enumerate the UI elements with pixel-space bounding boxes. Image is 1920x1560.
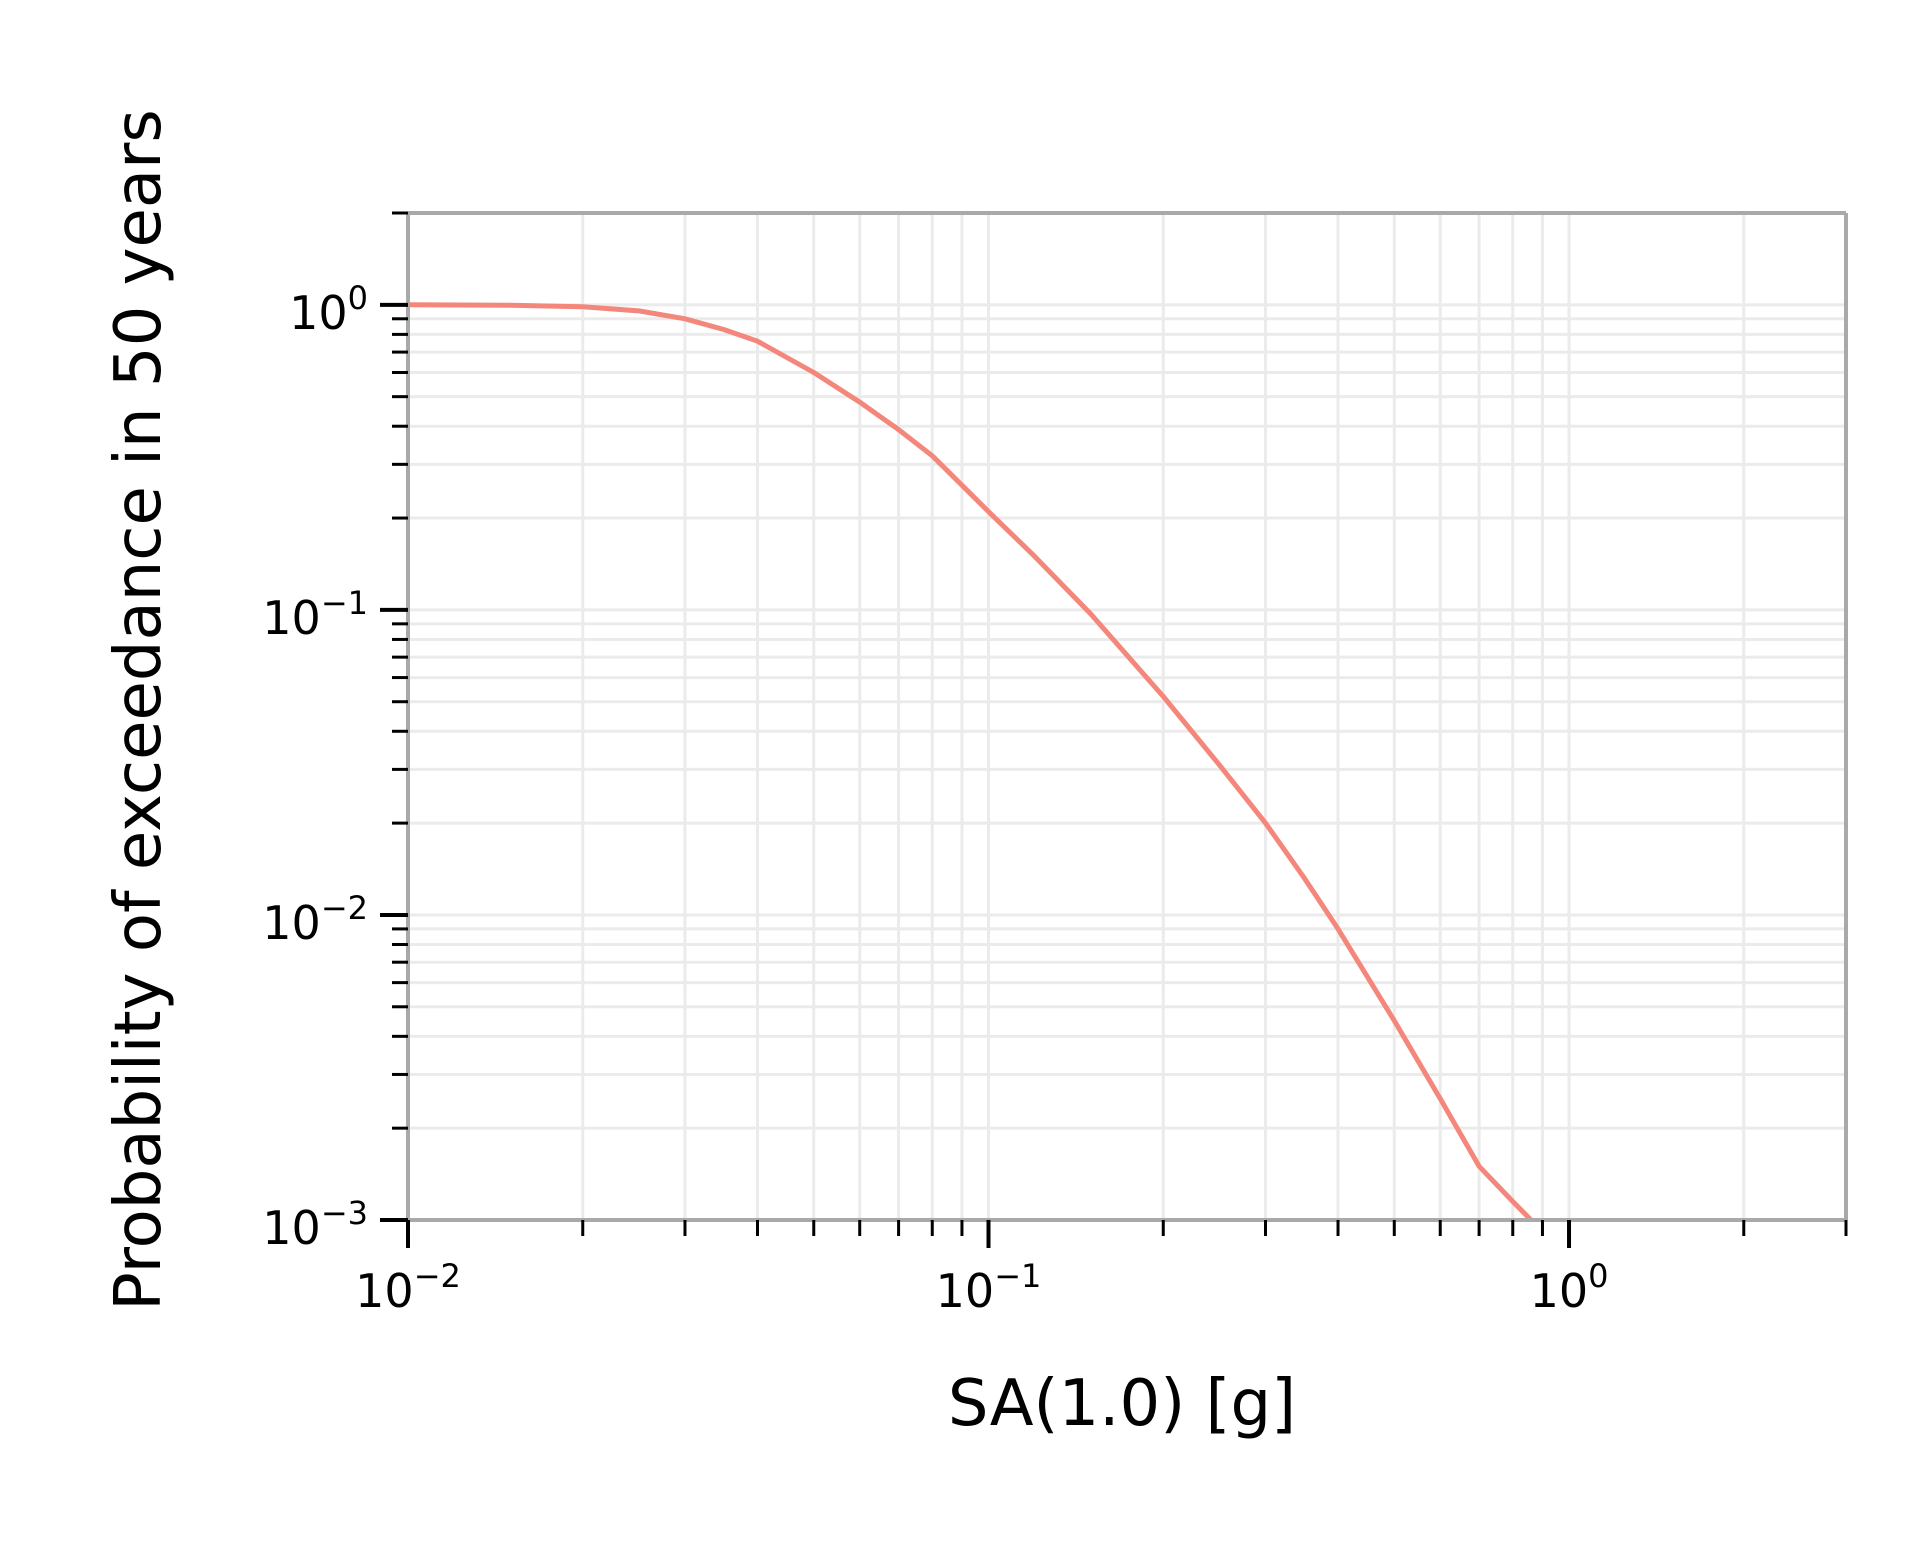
y-tick-label-base: 10 [289,286,348,340]
y-tick-label: 100 [289,279,368,340]
x-tick-label-exponent: 0 [1588,1257,1608,1295]
y-axis-label: Probability of exceedance in 50 years [102,109,176,1311]
series-layer [407,302,1533,1222]
axes [406,211,1848,1222]
ticks [380,211,1848,1248]
x-tick-label-exponent: −2 [414,1257,461,1295]
x-tick-label-base: 10 [355,1264,414,1318]
y-tick-label-exponent: −3 [321,1194,368,1232]
x-tick-label: 10−1 [936,1257,1042,1318]
x-tick-label-exponent: −1 [994,1257,1041,1295]
x-tick-label-base: 10 [936,1264,995,1318]
x-tick-label-base: 10 [1530,1264,1589,1318]
y-tick-label-base: 10 [262,896,321,950]
x-tick-label: 100 [1530,1257,1609,1318]
x-tick-label: 10−2 [355,1257,461,1318]
y-tick-label-exponent: 0 [348,279,368,317]
y-tick-label-exponent: −1 [321,584,368,622]
y-tick-label-base: 10 [262,591,321,645]
y-tick-label: 10−1 [262,584,368,645]
y-tick-label-base: 10 [262,1201,321,1255]
y-tick-label: 10−3 [262,1194,368,1255]
y-tick-label: 10−2 [262,889,368,950]
series-line [407,302,1533,1222]
grid [406,211,1848,1222]
x-axis-label: SA(1.0) [g] [948,1367,1296,1441]
y-tick-label-exponent: −2 [321,889,368,927]
